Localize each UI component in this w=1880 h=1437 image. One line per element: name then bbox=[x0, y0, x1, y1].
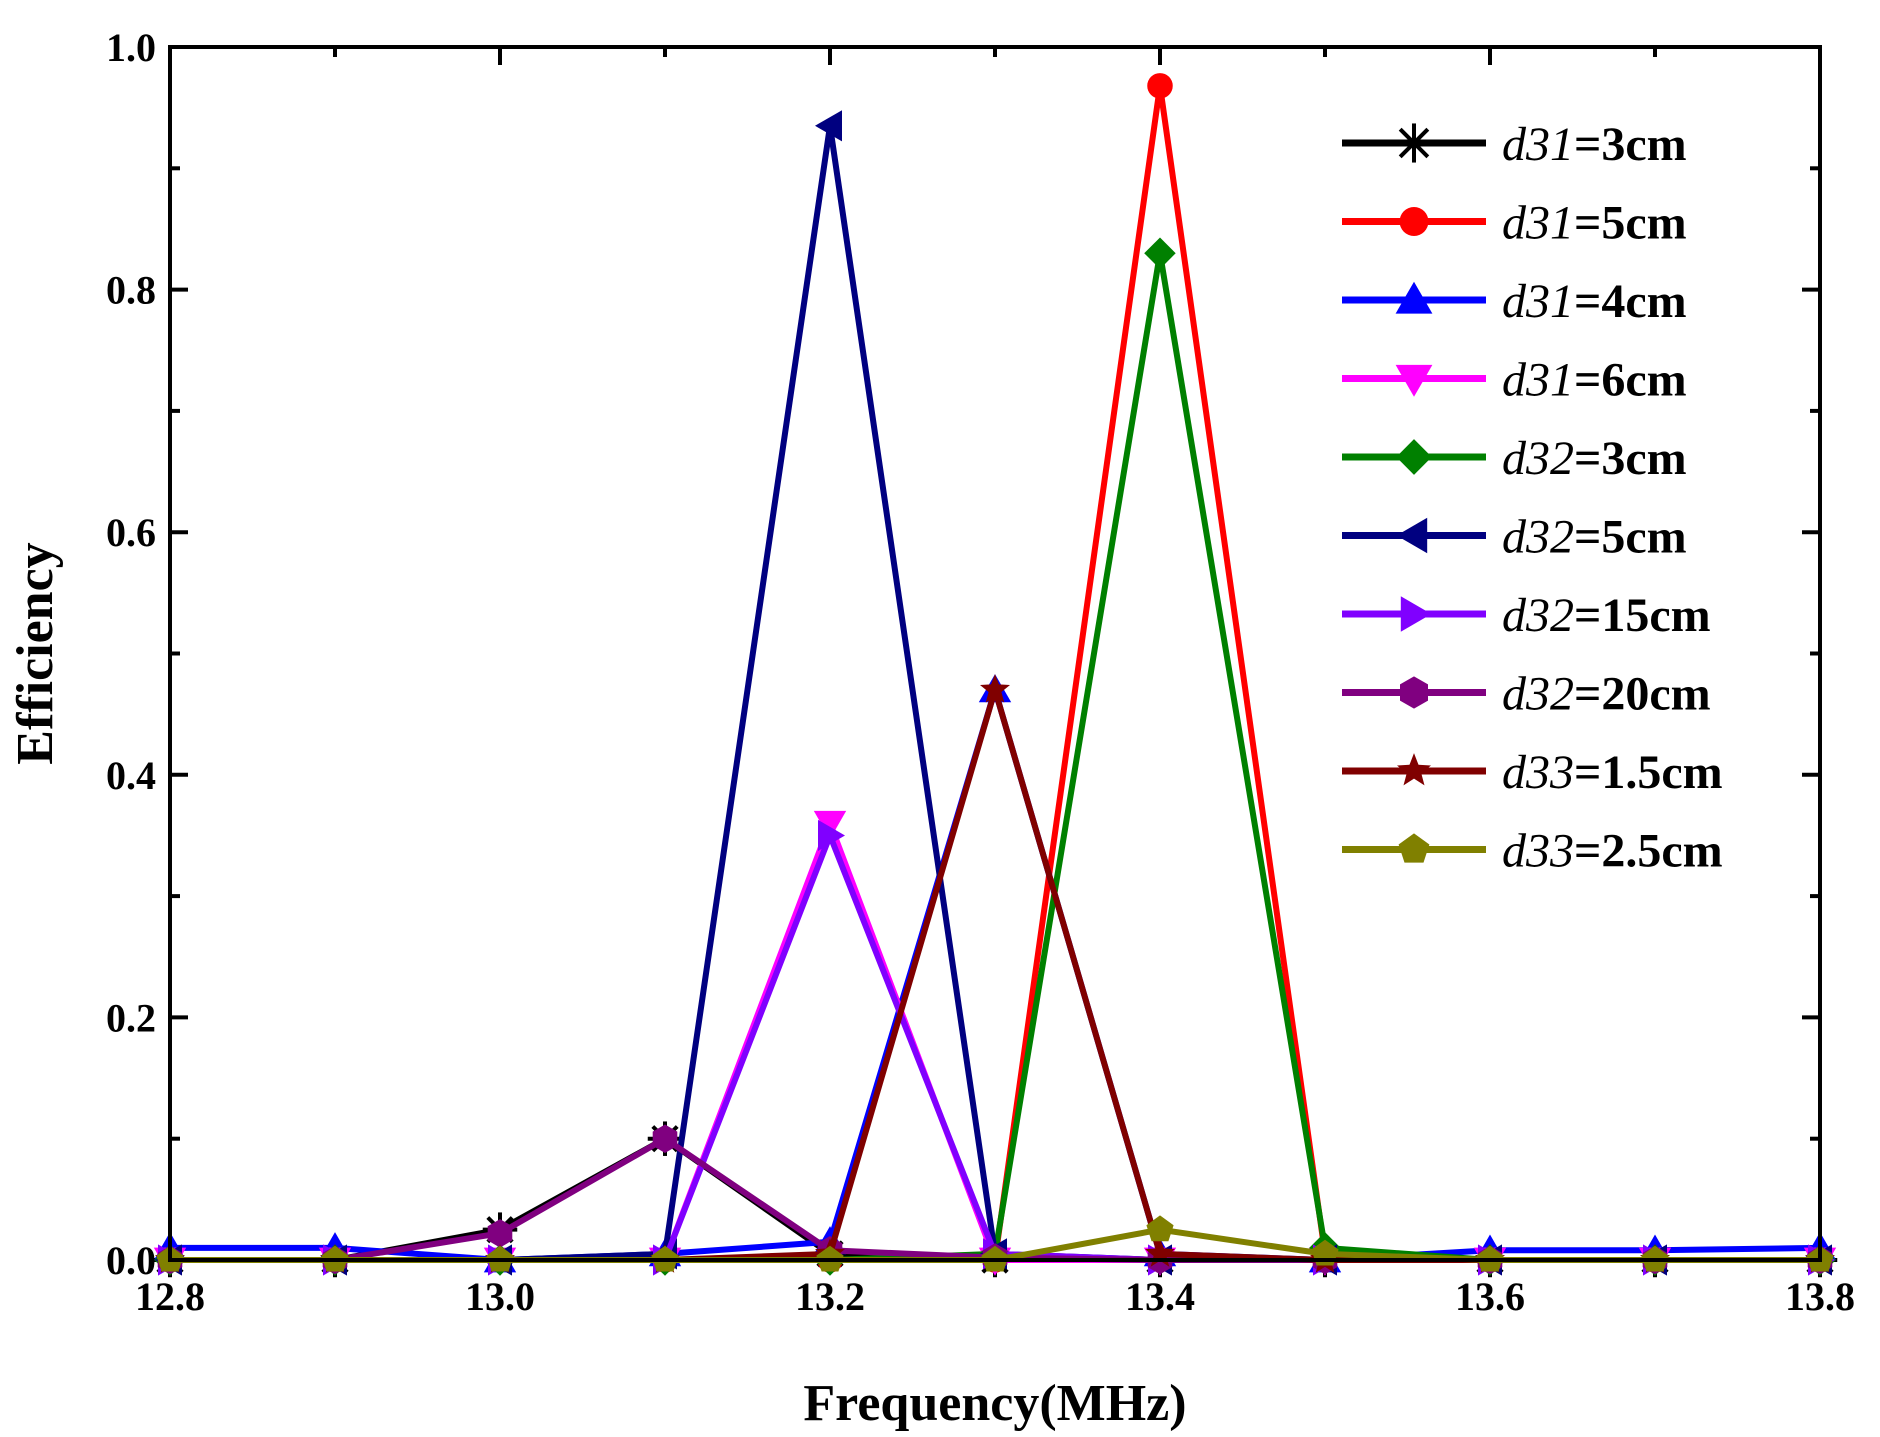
legend-label: d31=6cm bbox=[1502, 354, 1687, 407]
legend-marker bbox=[1395, 281, 1433, 314]
legend-entry: d31=3cm bbox=[1342, 118, 1687, 171]
legend: d31=3cmd31=5cmd31=4cmd31=6cmd32=3cmd32=5… bbox=[1342, 118, 1723, 878]
legend-entry: d32=3cm bbox=[1342, 432, 1687, 485]
legend-entry: d31=5cm bbox=[1342, 197, 1687, 250]
legend-label: d32=3cm bbox=[1502, 432, 1687, 485]
y-tick-label: 0.0 bbox=[106, 1238, 156, 1283]
legend-label: d33=1.5cm bbox=[1502, 746, 1723, 799]
series-d31-6cm bbox=[153, 810, 1837, 1276]
y-tick-label: 0.8 bbox=[106, 268, 156, 313]
legend-value: =3cm bbox=[1574, 432, 1687, 485]
legend-value: =4cm bbox=[1574, 275, 1687, 328]
legend-marker bbox=[1394, 123, 1434, 163]
y-tick-label: 0.2 bbox=[106, 995, 156, 1040]
data-point bbox=[1146, 1215, 1174, 1242]
legend-symbol: d31 bbox=[1502, 118, 1574, 171]
legend-marker bbox=[1395, 364, 1433, 397]
legend-symbol: d33 bbox=[1502, 746, 1574, 799]
legend-symbol: d31 bbox=[1502, 275, 1574, 328]
x-axis-title: Frequency(MHz) bbox=[803, 1375, 1186, 1432]
data-point bbox=[652, 1124, 678, 1153]
y-axis-title: Efficiency bbox=[7, 542, 64, 764]
tick-labels: 12.8 13.0 13.2 13.4 13.6 13.8 0.0 0.2 0.4 0.6 0.8 1… bbox=[106, 25, 1855, 1319]
legend-entry: d32=15cm bbox=[1342, 589, 1711, 642]
asterisk-stroke bbox=[1398, 127, 1430, 159]
legend-value: =15cm bbox=[1574, 589, 1711, 642]
legend-value: =1.5cm bbox=[1574, 746, 1723, 799]
legend-marker bbox=[1399, 207, 1429, 236]
data-point bbox=[487, 1219, 513, 1248]
legend-label: d31=4cm bbox=[1502, 275, 1687, 328]
legend-marker bbox=[1397, 753, 1431, 786]
legend-entry: d32=5cm bbox=[1342, 511, 1687, 564]
data-point bbox=[815, 110, 842, 142]
legend-label: d33=2.5cm bbox=[1502, 825, 1723, 878]
y-tick-label: 1.0 bbox=[106, 25, 156, 70]
legend-symbol: d33 bbox=[1502, 825, 1574, 878]
legend-label: d32=5cm bbox=[1502, 511, 1687, 564]
data-point bbox=[1144, 237, 1176, 269]
x-tick-label: 13.2 bbox=[795, 1274, 865, 1319]
legend-label: d31=3cm bbox=[1502, 118, 1687, 171]
legend-value: =6cm bbox=[1574, 354, 1687, 407]
legend-symbol: d32 bbox=[1502, 511, 1574, 564]
legend-value: =5cm bbox=[1574, 197, 1687, 250]
legend-value: =3cm bbox=[1574, 118, 1687, 171]
legend-symbol: d32 bbox=[1502, 432, 1574, 485]
legend-value: =2.5cm bbox=[1574, 825, 1723, 878]
x-tick-label: 12.8 bbox=[135, 1274, 205, 1319]
legend-entry: d31=4cm bbox=[1342, 275, 1687, 328]
y-tick-label: 0.4 bbox=[106, 753, 156, 798]
legend-value: =20cm bbox=[1574, 668, 1711, 721]
legend-marker bbox=[1396, 439, 1432, 475]
data-point bbox=[813, 810, 847, 840]
legend-entry: d33=2.5cm bbox=[1342, 825, 1723, 878]
legend-symbol: d32 bbox=[1502, 668, 1574, 721]
series-line bbox=[170, 827, 1820, 1263]
legend-marker bbox=[1396, 517, 1428, 554]
legend-symbol: d32 bbox=[1502, 589, 1574, 642]
legend-entry: d33=1.5cm bbox=[1342, 746, 1723, 799]
data-point bbox=[1147, 73, 1173, 99]
data-point bbox=[818, 819, 845, 851]
x-tick-label: 13.0 bbox=[465, 1274, 535, 1319]
plot-frame bbox=[168, 45, 1822, 1262]
x-tick-label: 13.8 bbox=[1785, 1274, 1855, 1319]
legend-marker bbox=[1400, 596, 1432, 632]
data-point bbox=[980, 674, 1010, 703]
series-line bbox=[170, 814, 1820, 1263]
legend-entry: d31=6cm bbox=[1342, 354, 1687, 407]
legend-entry: d32=20cm bbox=[1342, 668, 1711, 721]
series-d32-15cm bbox=[158, 819, 1835, 1276]
x-tick-label: 13.4 bbox=[1125, 1274, 1195, 1319]
legend-symbol: d31 bbox=[1502, 354, 1574, 407]
data-point bbox=[1145, 1238, 1175, 1267]
legend-label: d32=20cm bbox=[1502, 668, 1711, 721]
x-tick-label: 13.6 bbox=[1455, 1274, 1525, 1319]
legend-symbol: d31 bbox=[1502, 197, 1574, 250]
legend-label: d31=5cm bbox=[1502, 197, 1687, 250]
legend-label: d32=15cm bbox=[1502, 589, 1711, 642]
y-tick-label: 0.6 bbox=[106, 510, 156, 555]
legend-marker bbox=[1400, 676, 1428, 709]
legend-value: =5cm bbox=[1574, 511, 1687, 564]
legend-marker bbox=[1398, 833, 1430, 863]
